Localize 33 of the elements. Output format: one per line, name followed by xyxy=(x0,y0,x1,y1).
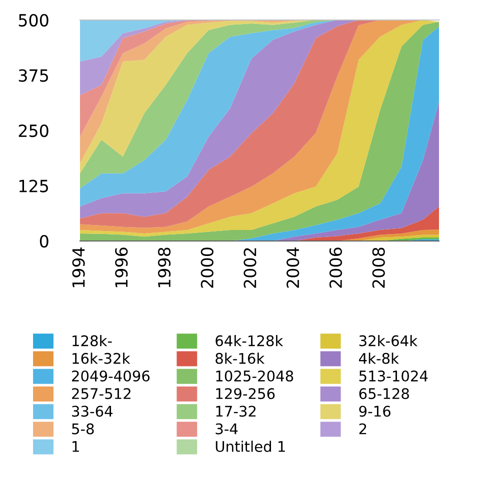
x-tick-label: 2008 xyxy=(372,248,385,288)
legend-label: 65-128 xyxy=(359,388,409,400)
legend-label: 5-8 xyxy=(72,423,94,434)
legend-label: Untitled 1 xyxy=(216,440,285,452)
legend-label: 128k- xyxy=(72,335,112,346)
legend-label: 2 xyxy=(359,423,366,434)
y-tick-label: 125 xyxy=(19,180,48,192)
y-tick-label: 375 xyxy=(18,69,48,82)
legend-label: 257-512 xyxy=(72,388,130,400)
legend-label: 513-1024 xyxy=(359,370,428,382)
legend-label: 129-256 xyxy=(216,388,275,400)
y-tick-label: 250 xyxy=(18,124,48,138)
x-tick-label: 2002 xyxy=(244,248,256,288)
legend-label: 1025-2048 xyxy=(216,370,294,382)
legend-label: 1 xyxy=(72,441,79,452)
y-tick-label: 500 xyxy=(18,14,48,27)
x-tick-label: 1996 xyxy=(115,248,128,288)
legend-label: 17-32 xyxy=(216,406,256,417)
legend-label: 16k-32k xyxy=(72,352,130,364)
y-tick-label: 0 xyxy=(40,234,48,248)
legend-label: 64k-128k xyxy=(216,335,284,346)
legend-label: 4k-8k xyxy=(359,352,399,364)
x-tick-label: 1994 xyxy=(72,247,85,288)
x-tick-label: 1998 xyxy=(158,248,171,288)
legend-label: 8k-16k xyxy=(216,352,265,364)
x-tick-label: 2006 xyxy=(329,248,342,288)
legend-label: 32k-64k xyxy=(359,335,418,346)
x-tick-label: 2000 xyxy=(200,248,214,288)
legend-label: 33-64 xyxy=(72,406,113,417)
legend-label: 3-4 xyxy=(216,423,238,434)
legend-label: 2049-4096 xyxy=(72,370,150,382)
x-tick-label: 2004 xyxy=(286,247,300,288)
legend-label: 9-16 xyxy=(359,406,390,417)
